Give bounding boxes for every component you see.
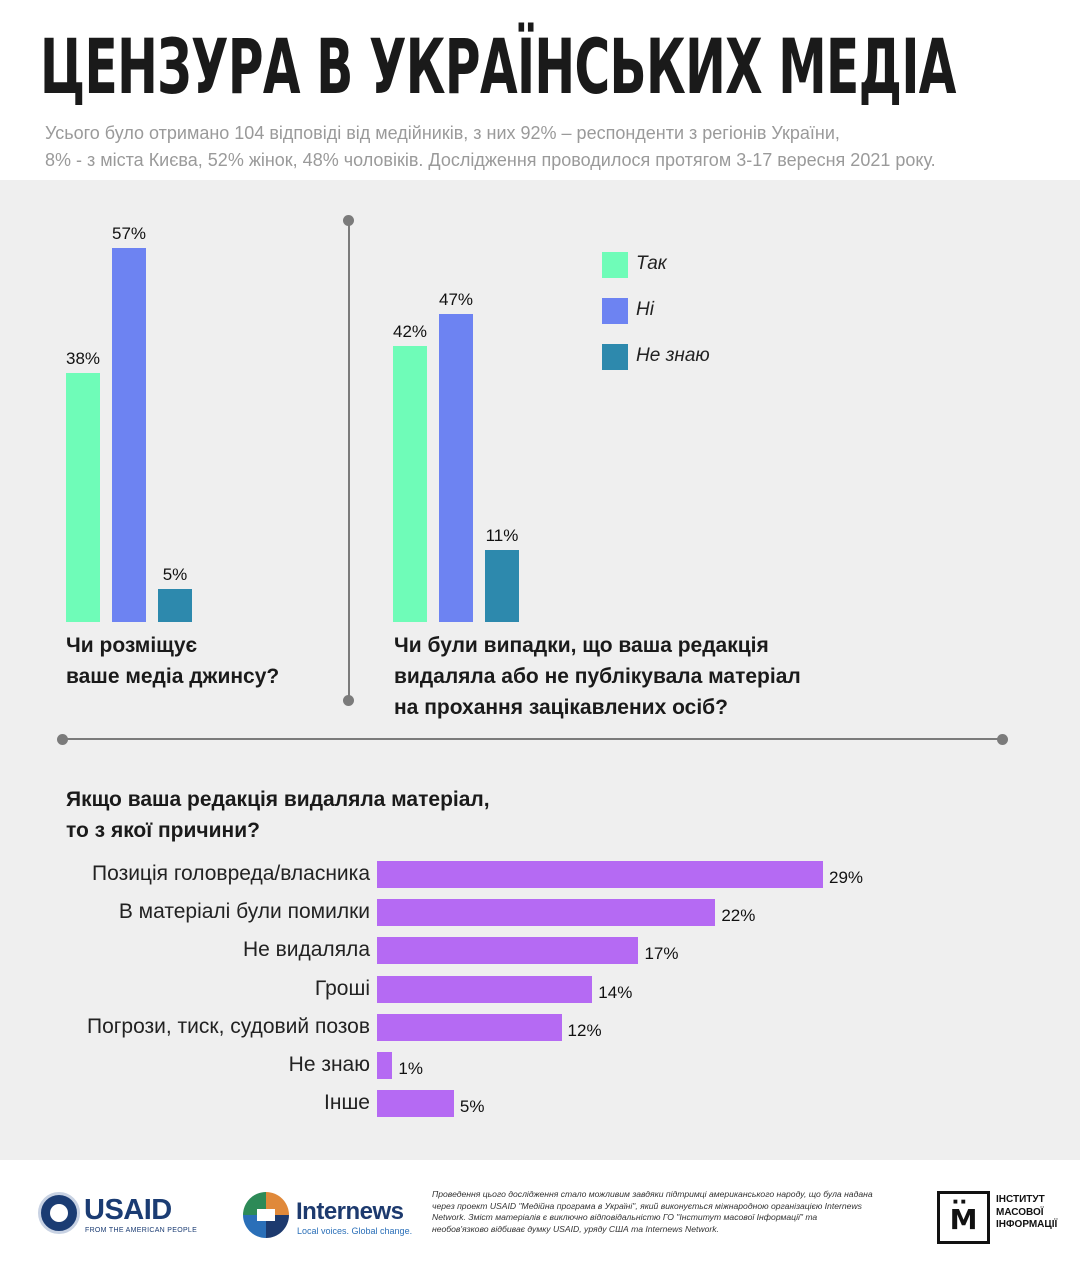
imi-text-line-3: ІНФОРМАЦІЇ <box>996 1219 1058 1230</box>
reason-value-label: 5% <box>459 1097 485 1117</box>
reason-bar <box>377 899 716 927</box>
subtitle-line-1: Усього було отримано 104 відповіді від м… <box>45 123 840 143</box>
legend-swatch-yes <box>602 252 628 278</box>
removal-question-line-3: на прохання зацікавлених осіб? <box>394 696 728 719</box>
reason-category-label: Погрози, тиск, судовий позов <box>86 1014 370 1038</box>
jeansa-value-label-yes: 38% <box>65 348 101 368</box>
reason-category-label: Позиція головреда/власника <box>92 862 370 885</box>
reason-value-label: 12% <box>567 1020 602 1040</box>
jeansa-question: Чи розміщує ваше медіа джинсу? <box>66 630 279 692</box>
jeansa-question-line-2: ваше медіа джинсу? <box>66 665 280 688</box>
removal-bar-yes <box>393 346 427 622</box>
vertical-divider-top-dot <box>343 215 354 226</box>
removal-value-label-yes: 42% <box>392 322 428 342</box>
reason-value-label: 14% <box>598 982 633 1002</box>
jeansa-value-label-no: 57% <box>111 224 147 243</box>
removal-value-label-no: 47% <box>438 289 474 309</box>
reason-category-label: Інше <box>324 1091 370 1115</box>
removal-question: Чи були випадки, що ваша редакція видаля… <box>394 630 801 723</box>
reason-bar <box>377 937 639 965</box>
removal-question-line-2: видаляла або не публікувала матеріал <box>394 665 801 688</box>
removal-question-line-1: Чи були випадки, що ваша редакція <box>394 634 769 657</box>
usaid-logo-text: USAID <box>84 1194 172 1226</box>
jeansa-question-line-1: Чи розміщує <box>66 634 198 657</box>
internews-tagline: Local voices. Global change. <box>297 1226 413 1236</box>
footer <box>0 1160 1080 1266</box>
removal-bar-no <box>439 313 473 622</box>
internews-logo-text: Internews <box>296 1198 404 1225</box>
reason-bar <box>377 975 593 1003</box>
reason-category-label: Не видаляла <box>242 938 370 962</box>
reasons-title-line-2: то з якої причини? <box>66 819 260 842</box>
funding-disclaimer: Проведення цього дослідження стало можли… <box>432 1189 873 1234</box>
reason-value-label: 22% <box>721 906 756 926</box>
legend-label-yes: Так <box>636 253 667 274</box>
legend-label-no: Ні <box>636 299 654 320</box>
legend-label-dont-know: Не знаю <box>636 345 710 366</box>
reason-bar <box>377 861 823 888</box>
usaid-seal-icon <box>38 1192 80 1234</box>
reason-value-label: 29% <box>829 868 864 887</box>
reason-value-label: 1% <box>398 1059 423 1078</box>
vertical-divider <box>348 220 350 700</box>
imi-text-line-2: МАСОВОЇ <box>996 1206 1044 1218</box>
reasons-title: Якщо ваша редакція видаляла матеріал, то… <box>66 784 490 846</box>
jeansa-bar-dont-know <box>158 589 192 622</box>
reason-value-label: 17% <box>644 944 679 964</box>
reason-category-label: Гроші <box>314 976 370 1000</box>
jeansa-value-label-dont-know: 5% <box>162 565 188 585</box>
subtitle-line-2: 8% - з міста Києва, 52% жінок, 48% чолов… <box>45 150 936 170</box>
removal-bar-dont-know <box>485 549 519 622</box>
page-subtitle: Усього було отримано 104 відповіді від м… <box>45 120 1045 174</box>
internews-logo-icon <box>243 1192 289 1238</box>
legend-swatch-no <box>602 298 628 324</box>
jeansa-bar-no <box>112 248 146 622</box>
vertical-divider-bottom-dot <box>343 695 354 706</box>
reason-category-label: В матеріалі були помилки <box>118 900 370 924</box>
reason-bar <box>377 1052 393 1079</box>
jeansa-bar-yes <box>66 372 100 622</box>
imi-logo-icon: ■■ М <box>937 1191 990 1244</box>
reasons-title-line-1: Якщо ваша редакція видаляла матеріал, <box>66 788 490 811</box>
usaid-tagline: FROM THE AMERICAN PEOPLE <box>85 1227 198 1234</box>
reason-category-label: Не знаю <box>288 1053 370 1076</box>
page-title: ЦЕНЗУРА В УКРАЇНСЬКИХ МЕДІА <box>40 22 956 111</box>
reason-bar <box>377 1013 562 1041</box>
imi-logo-letter: М <box>949 1203 978 1236</box>
legend-swatch-dont-know <box>602 344 628 370</box>
reason-bar <box>377 1090 454 1118</box>
imi-logo-text: ІНСТИТУТ МАСОВОЇ ІНФОРМАЦІЇ <box>996 1194 1066 1232</box>
removal-value-label-dont-know: 11% <box>485 525 519 545</box>
horizontal-divider-left-dot <box>57 734 68 745</box>
horizontal-divider <box>62 738 1002 740</box>
horizontal-divider-right-dot <box>997 734 1008 745</box>
imi-text-line-1: ІНСТИТУТ <box>996 1194 1045 1205</box>
